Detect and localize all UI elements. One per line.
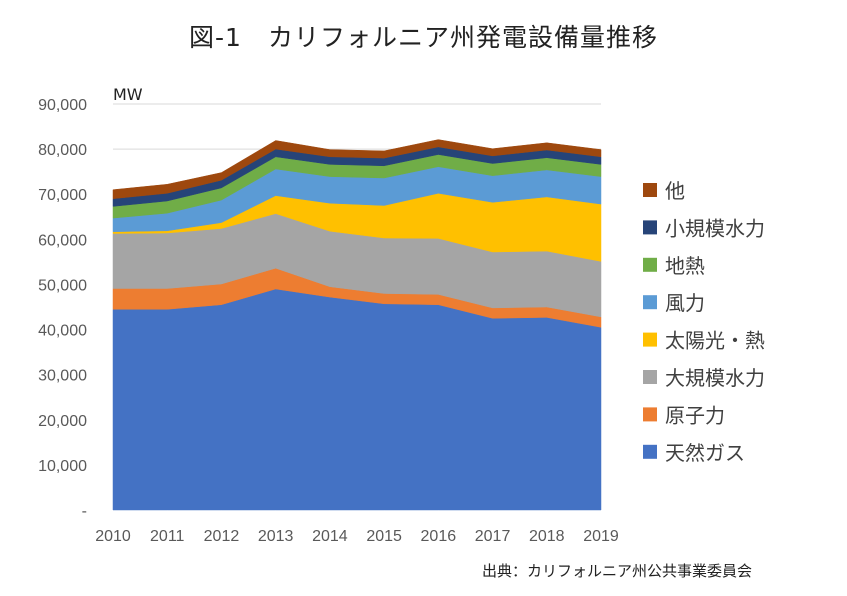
area-series-8: [112, 139, 602, 199]
x-tick-label: 2015: [366, 528, 402, 545]
x-tick-label: 2012: [204, 528, 240, 545]
y-tick-label: 40,000: [38, 323, 87, 340]
area-series-group: [112, 139, 602, 511]
y-tick-label: 30,000: [38, 368, 87, 385]
legend-label: 風力: [665, 291, 705, 315]
x-tick-label: 2014: [312, 528, 348, 545]
legend-swatch: [643, 332, 657, 347]
legend-label: 天然ガス: [665, 441, 745, 465]
legend-label: 小規模水力: [665, 216, 765, 240]
y-tick-label: 10,000: [38, 458, 87, 475]
legend-swatch: [643, 220, 657, 235]
y-axis-ticks: - 10,000 20,000 30,000 40,000 50,000 60,000 70,…: [38, 97, 87, 520]
y-axis-label: MW: [113, 85, 143, 104]
legend-swatch: [643, 407, 657, 422]
y-tick-label: 80,000: [38, 142, 87, 159]
y-tick-label: 20,000: [38, 413, 87, 430]
legend-swatch: [643, 444, 657, 459]
y-tick-label: 90,000: [38, 97, 87, 114]
y-tick-label: -: [82, 503, 87, 520]
x-tick-label: 2010: [95, 528, 131, 545]
area-series-1: [112, 288, 602, 511]
source-note: 出典：カリフォルニア州公共事業委員会: [482, 562, 753, 580]
x-tick-label: 2016: [421, 528, 457, 545]
x-tick-label: 2018: [529, 528, 565, 545]
x-tick-label: 2017: [475, 528, 511, 545]
legend-label: 他: [665, 179, 685, 203]
x-tick-label: 2013: [258, 528, 294, 545]
legend-swatch: [643, 370, 657, 384]
legend-label: 原子力: [665, 403, 725, 427]
legend-label: 大規模水力: [665, 366, 765, 390]
legend-swatch: [643, 183, 657, 197]
chart-title: 図-1 カリフォルニア州発電設備量推移: [189, 23, 658, 52]
legend-swatch: [643, 257, 657, 272]
legend-swatch: [643, 295, 657, 310]
y-tick-label: 50,000: [38, 277, 87, 294]
legend-label: 地熱: [665, 254, 705, 278]
x-tick-label: 2011: [150, 528, 185, 545]
x-axis-ticks: 2010 2011 2012 2013 2014 2015 2016 2017 2018 2019: [95, 528, 619, 545]
y-tick-label: 70,000: [38, 187, 87, 204]
y-tick-label: 60,000: [38, 232, 87, 249]
legend-label: 太陽光・熱: [665, 329, 765, 353]
x-tick-label: 2019: [583, 528, 619, 545]
